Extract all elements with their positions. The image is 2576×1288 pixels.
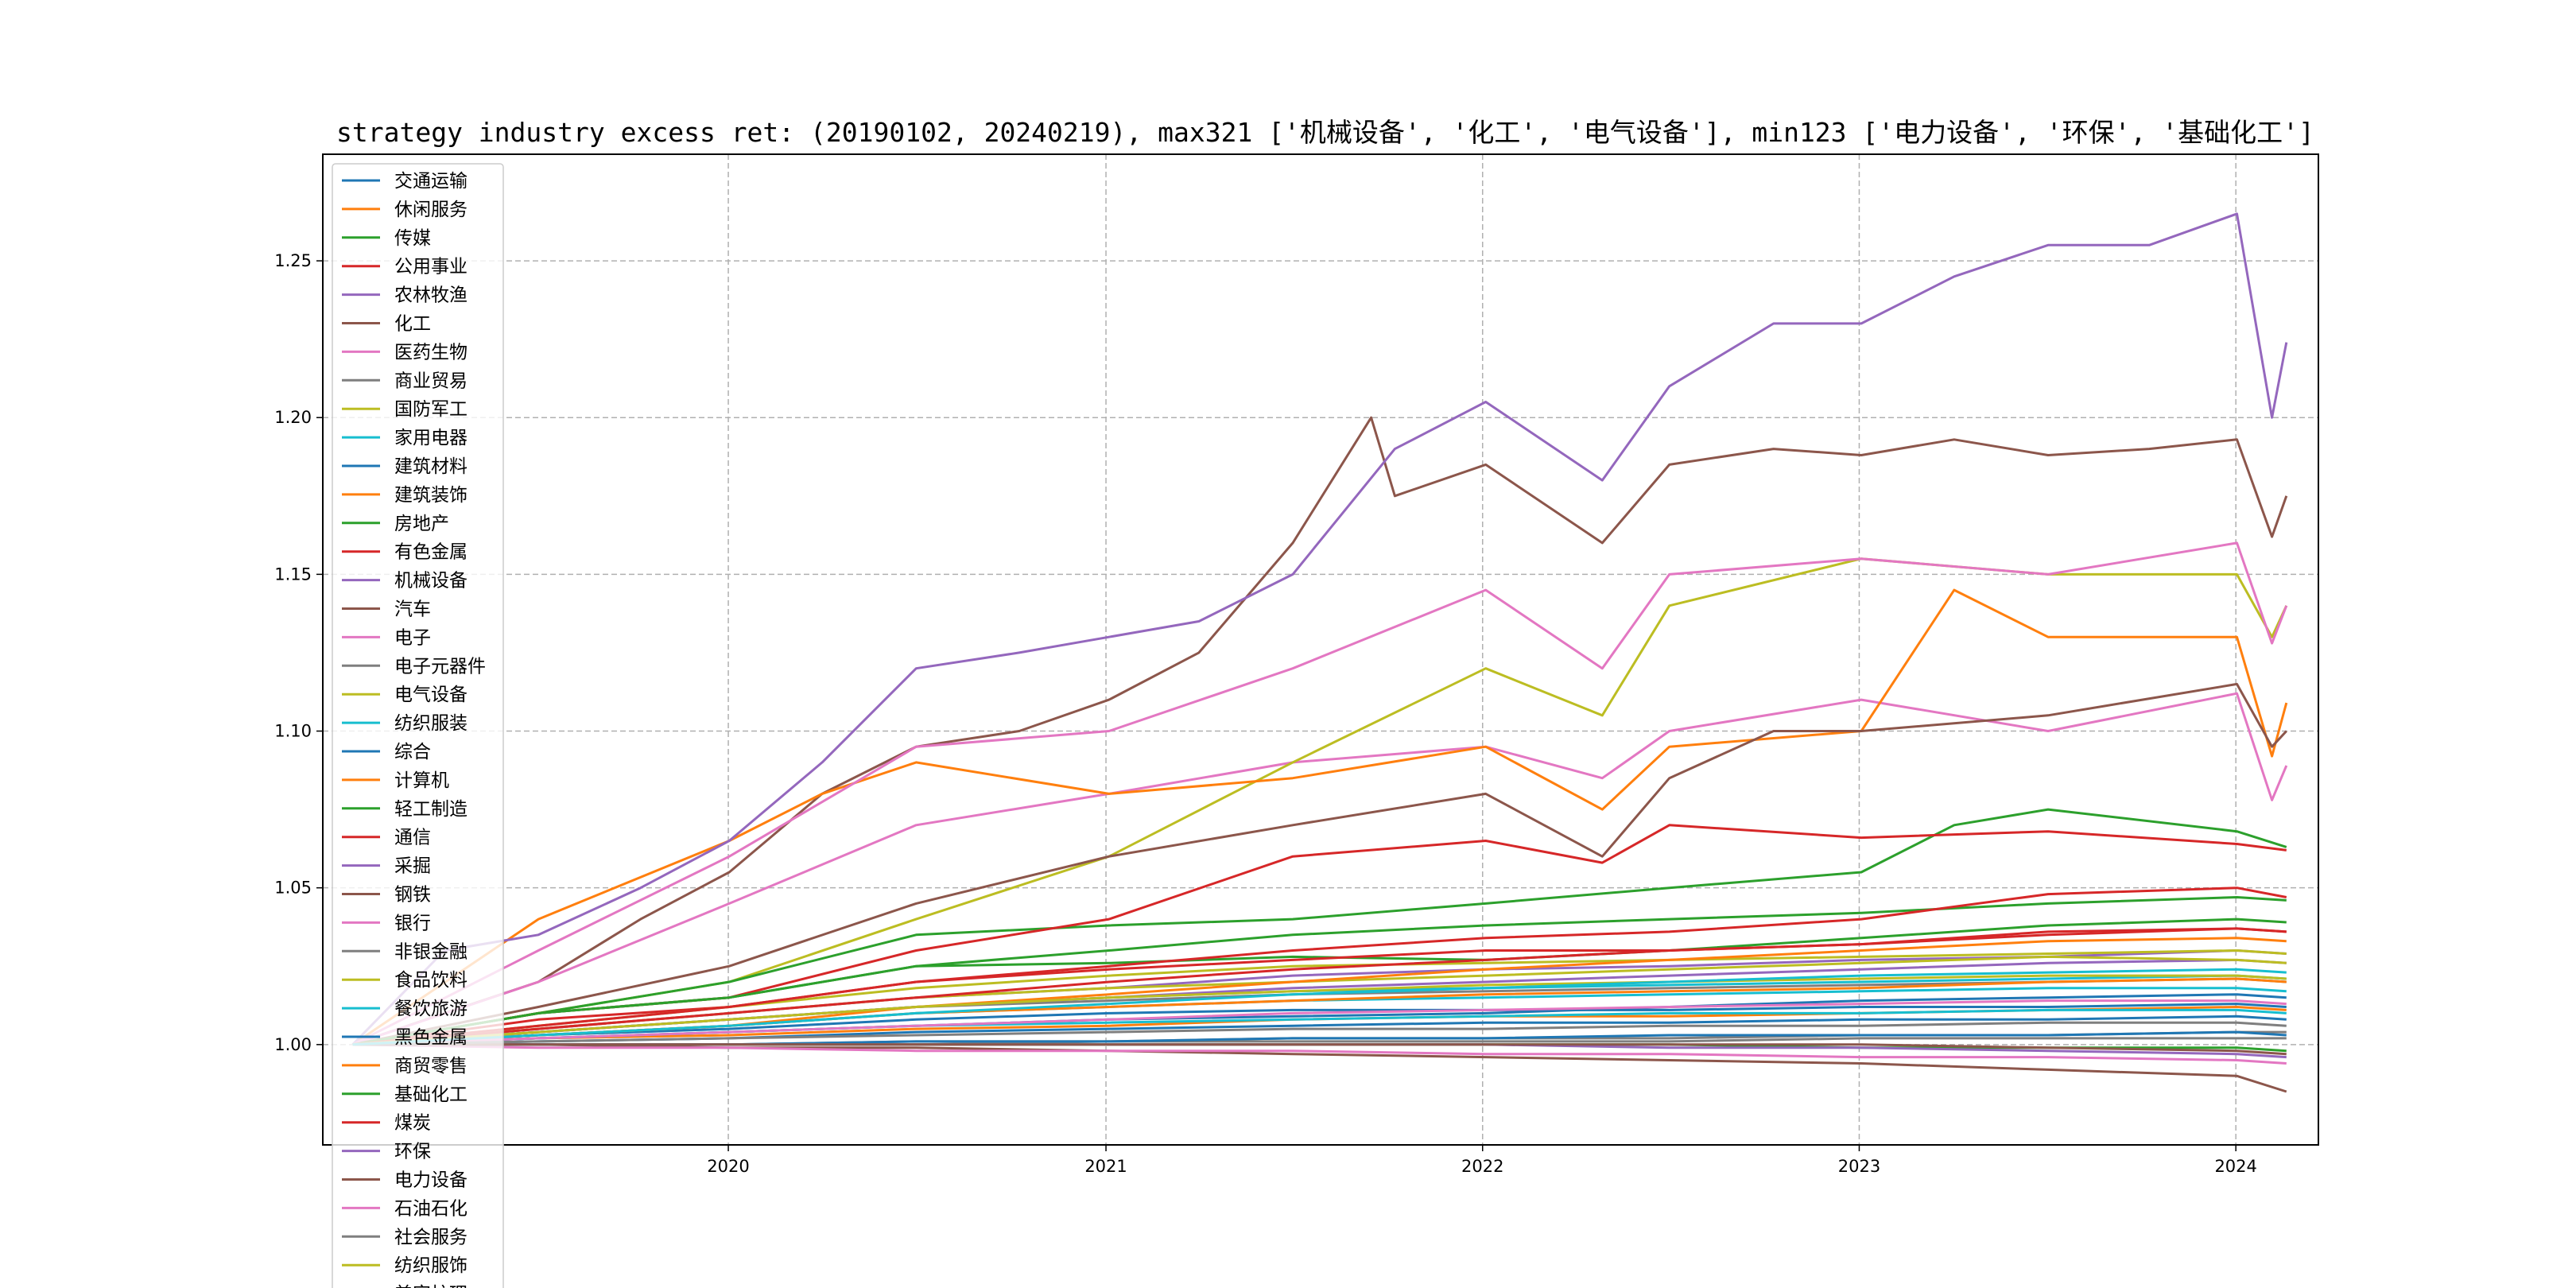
chart-title: strategy industry excess ret: (20190102,… — [336, 117, 2314, 148]
series-line-15 — [351, 212, 2288, 1046]
legend-label: 建筑装饰 — [394, 485, 467, 506]
series-line-1 — [352, 1003, 2287, 1046]
series-line-17 — [351, 541, 2288, 1046]
legend-label: 汽车 — [394, 599, 431, 620]
legend-label: 化工 — [394, 314, 431, 335]
legend: 交通运输休闲服务传媒公用事业农林牧渔化工医药生物商业贸易国防军工家用电器建筑材料… — [332, 163, 504, 1288]
series-line-7 — [352, 692, 2288, 1046]
legend-label: 纺织服装 — [394, 713, 467, 734]
legend-label: 社会服务 — [394, 1227, 467, 1247]
legend-label: 商贸零售 — [394, 1056, 467, 1077]
legend-label: 国防军工 — [394, 399, 467, 420]
legend-label: 交通运输 — [394, 171, 467, 192]
y-tick-label: 1.25 — [274, 251, 312, 270]
series-line-13 — [352, 808, 2287, 1046]
legend-label: 休闲服务 — [394, 200, 467, 220]
y-tick-label: 1.15 — [274, 564, 312, 584]
plot-frame — [322, 153, 2319, 1146]
legend-label: 通信 — [394, 828, 431, 848]
legend-label: 综合 — [394, 742, 431, 762]
legend-label: 公用事业 — [394, 257, 467, 277]
x-tick-label: 2020 — [707, 1157, 749, 1176]
legend-label: 电子 — [394, 627, 431, 648]
series-line-40 — [352, 968, 2287, 1046]
series-line-38 — [352, 1021, 2287, 1046]
legend-label: 纺织服饰 — [394, 1255, 467, 1276]
legend-label: 房地产 — [394, 514, 449, 534]
legend-label: 钢铁 — [394, 885, 431, 906]
legend-label: 食品饮料 — [394, 970, 467, 991]
x-tick-label: 2023 — [1838, 1157, 1880, 1176]
y-tick-label: 1.00 — [274, 1035, 312, 1054]
series-line-9 — [352, 557, 2288, 1046]
legend-box — [332, 163, 504, 1288]
legend-label: 电子元器件 — [394, 656, 486, 677]
series-line-39 — [352, 974, 2287, 1046]
legend-label: 传媒 — [394, 228, 431, 249]
legend-label: 基础化工 — [394, 1084, 467, 1105]
legend-label: 煤炭 — [394, 1113, 431, 1134]
y-tick-label: 1.05 — [274, 879, 312, 898]
legend-label: 家用电器 — [394, 428, 467, 448]
y-axis: 1.00 1.05 1.10 1.15 1.20 1.25 — [274, 251, 323, 1054]
x-tick-label: 2022 — [1461, 1157, 1503, 1176]
series-line-37 — [352, 999, 2287, 1046]
x-tick-label: 2021 — [1084, 1157, 1127, 1176]
legend-label: 商业贸易 — [394, 370, 467, 391]
y-tick-label: 1.20 — [274, 408, 312, 427]
series-line-12 — [351, 588, 2288, 1046]
legend-label: 计算机 — [394, 770, 449, 791]
x-tick-label: 2024 — [2214, 1157, 2256, 1176]
x-axis: 2020 2021 2022 2023 2024 — [707, 1145, 2257, 1176]
legend-label: 建筑材料 — [394, 456, 467, 477]
legend-label: 美容护理 — [394, 1284, 467, 1288]
series-line-23 — [352, 896, 2287, 1046]
series-line-16 — [352, 682, 2287, 1046]
legend-label: 非银金融 — [394, 941, 467, 962]
y-tick-label: 1.10 — [274, 722, 312, 741]
legend-label: 机械设备 — [394, 571, 467, 592]
legend-label: 有色金属 — [394, 542, 467, 563]
series-line-6 — [352, 416, 2288, 1046]
legend-label: 银行 — [394, 913, 431, 933]
series-layer — [351, 212, 2288, 1093]
legend-label: 环保 — [394, 1142, 431, 1162]
series-line-27 — [352, 1043, 2287, 1065]
legend-label: 采掘 — [394, 856, 431, 877]
legend-label: 石油石化 — [394, 1198, 467, 1219]
series-line-24 — [352, 886, 2287, 1046]
legend-label: 黑色金属 — [394, 1027, 467, 1048]
legend-label: 餐饮旅游 — [394, 999, 467, 1019]
legend-label: 电气设备 — [394, 685, 467, 705]
series-line-36 — [352, 1043, 2287, 1056]
legend-label: 轻工制造 — [394, 799, 467, 820]
legend-label: 医药生物 — [394, 342, 467, 363]
legend-label: 农林牧渔 — [394, 285, 467, 306]
series-line-34 — [352, 927, 2287, 1046]
legend-label: 电力设备 — [394, 1170, 467, 1191]
